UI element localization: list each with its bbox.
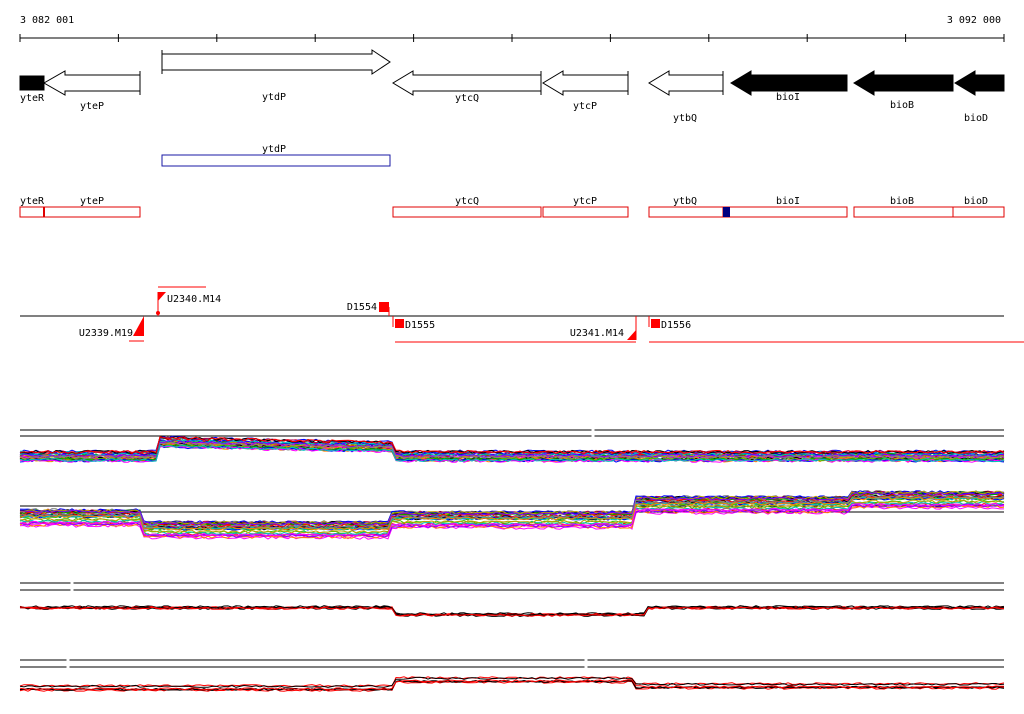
ruler-start-label: 3 082 001 [20,15,74,26]
site-label-U2341: U2341.M14 [570,328,624,339]
expression-track-3 [19,581,1005,618]
blue-marker [723,207,730,217]
red-box-ytcQ[interactable] [392,206,542,218]
gene-arrow-bioD[interactable] [954,70,1005,96]
gene-label-ytcQ: ytcQ [455,93,479,104]
gene-label-yteP: yteP [80,101,104,112]
site-marker-U2339[interactable] [133,316,144,336]
red-label-ytbQ: ytbQ [673,196,697,207]
site-marker-U2340[interactable] [158,292,166,301]
gene-arrow-ytcP[interactable] [542,70,629,96]
blue-feature-track: ytdP [161,144,391,167]
red-box-bioD[interactable] [952,206,1005,218]
expression-profile-line [19,491,1005,526]
red-box-ytbQ-bioI[interactable] [648,206,848,218]
red-box-yteR[interactable] [19,206,45,218]
site-track: U2339.M19 U2340.M14 D1554 D1555 U2341.M1… [20,286,1024,343]
expression-profile-line [19,444,1005,463]
gene-arrow-yteR[interactable] [19,75,45,91]
site-label-U2340: U2340.M14 [167,294,221,305]
expression-profile-line [19,676,1005,688]
red-box-yteP[interactable] [43,206,141,218]
expression-track-1 [19,428,1005,463]
red-box-bioB[interactable] [853,206,954,218]
site-label-D1556: D1556 [661,320,691,331]
gene-label-ytbQ: ytbQ [673,113,697,124]
expression-track-2 [19,490,1005,540]
gene-arrow-ytbQ[interactable] [648,70,724,96]
gene-arrow-ytdP[interactable] [161,49,391,75]
expression-profile-line [19,439,1005,458]
gene-arrow-bioI[interactable] [730,70,848,96]
expression-profile-line [19,494,1005,529]
ruler-ticks [19,34,1005,42]
site-marker-D1554[interactable] [379,302,389,312]
red-label-ytcQ: ytcQ [455,196,479,207]
gene-label-ytdP: ytdP [262,92,286,103]
site-marker-U2341[interactable] [627,330,636,340]
gene-arrow-ytcQ[interactable] [392,70,542,96]
red-label-yteR: yteR [20,196,45,207]
expression-profile-line [19,679,1004,691]
gene-label-bioI: bioI [776,92,800,103]
site-marker-D1555[interactable] [395,319,404,328]
expression-profile-line [19,606,1005,617]
expression-profile-line [19,504,1005,539]
expression-profile-line [19,605,1005,616]
coordinate-ruler: 3 082 001 3 092 000 [19,15,1005,42]
red-feature-track: yteR yteP ytcQ ytcP ytbQ bioI bioB bioD [19,196,1005,218]
expression-profile-line [19,436,1005,454]
gene-label-ytcP: ytcP [573,101,597,112]
site-dot-U2340 [156,311,160,315]
expression-profile-line [19,439,1005,457]
gene-arrow-yteP[interactable] [42,70,141,96]
red-label-yteP: yteP [80,196,104,207]
site-label-D1555: D1555 [405,320,435,331]
expression-profile-line [19,440,1005,459]
red-box-ytcP[interactable] [542,206,629,218]
blue-feature-box[interactable] [161,154,391,167]
expression-track-4 [19,658,1005,692]
blue-feature-label: ytdP [262,144,286,155]
expression-profile-line [19,496,1005,531]
gene-track: yteR yteP ytdP ytcQ ytcP ytbQ bioI bioB … [19,49,1005,124]
expression-profile-line [19,503,1005,538]
red-label-bioI: bioI [776,196,800,207]
red-label-bioB: bioB [890,196,914,207]
red-label-ytcP: ytcP [573,196,597,207]
expression-profile-line [19,499,1005,534]
red-label-bioD: bioD [964,196,988,207]
site-label-D1554: D1554 [347,302,377,313]
site-label-U2339: U2339.M19 [79,328,133,339]
gene-label-bioB: bioB [890,100,914,111]
gene-label-yteR: yteR [20,93,45,104]
site-marker-D1556[interactable] [651,319,660,328]
gene-label-bioD: bioD [964,113,988,124]
ruler-end-label: 3 092 000 [947,15,1001,26]
expression-profile-line [19,445,1005,463]
expression-profile-line [19,502,1005,537]
gene-arrow-bioB[interactable] [853,70,954,96]
